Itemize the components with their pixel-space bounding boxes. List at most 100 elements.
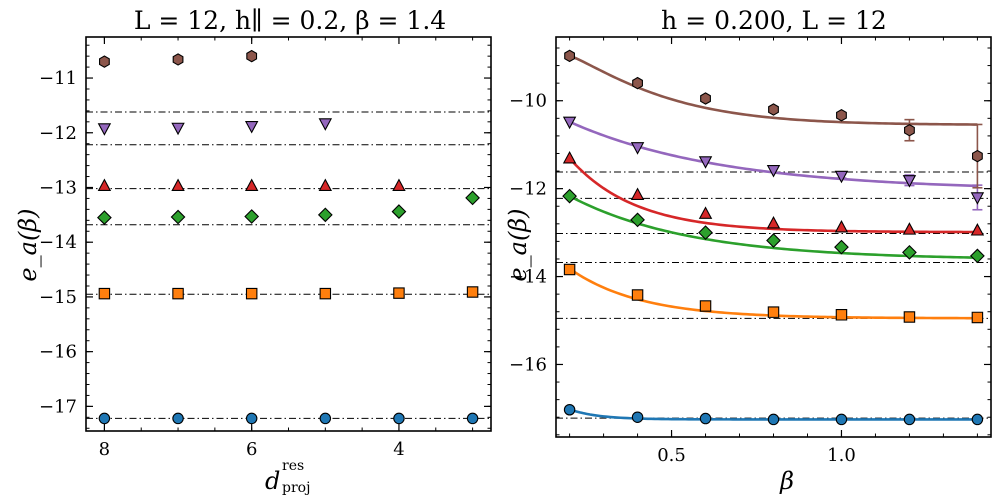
left-data-point-level-0 bbox=[466, 412, 479, 425]
left-data-point-level-5 bbox=[246, 49, 258, 63]
left-x-tick-label: 8 bbox=[99, 439, 110, 460]
left-data-point-level-4 bbox=[318, 118, 333, 131]
left-data-point-level-0 bbox=[319, 412, 332, 425]
left-data-point-level-5 bbox=[172, 53, 184, 66]
right-data-point-level-1 bbox=[631, 289, 644, 301]
left-data-point-level-1 bbox=[98, 287, 111, 300]
left-data-point-level-1 bbox=[393, 287, 405, 299]
right-data-point-level-2 bbox=[766, 233, 781, 248]
right-data-point-level-0 bbox=[563, 403, 576, 416]
right-data-point-level-2 bbox=[630, 212, 645, 228]
left-data-point-level-2 bbox=[317, 207, 333, 223]
left-data-point-level-2 bbox=[391, 204, 407, 219]
left-data-point-level-3 bbox=[97, 178, 112, 191]
left-y-tick-label: −16 bbox=[39, 342, 77, 363]
right-y-tick-label: −14 bbox=[509, 267, 547, 288]
right-data-point-level-2 bbox=[698, 225, 713, 240]
right-data-point-level-3 bbox=[902, 222, 917, 235]
right-data-point-level-3 bbox=[970, 223, 985, 236]
left-data-point-level-5 bbox=[99, 55, 110, 68]
right-data-point-level-3 bbox=[698, 206, 713, 219]
left-data-point-level-0 bbox=[393, 412, 405, 425]
left-y-tick-label: −12 bbox=[39, 123, 77, 144]
left-data-point-level-4 bbox=[244, 121, 259, 134]
left-data-point-level-0 bbox=[98, 412, 111, 425]
right-data-point-level-3 bbox=[766, 216, 781, 229]
right-data-point-level-0 bbox=[631, 411, 644, 423]
left-y-axis-label: e_a(β) bbox=[14, 208, 42, 281]
right-data-point-level-4 bbox=[834, 170, 849, 184]
right-data-point-level-0 bbox=[767, 413, 780, 426]
left-y-tick-label: −11 bbox=[39, 68, 77, 89]
left-data-point-level-3 bbox=[318, 178, 333, 191]
left-x-axis-label: d res proj bbox=[265, 458, 310, 496]
right-data-point-level-1 bbox=[563, 263, 576, 276]
left-data-point-level-3 bbox=[244, 178, 259, 191]
left-y-tick-label: −17 bbox=[39, 396, 77, 417]
left-data-point-level-0 bbox=[245, 412, 258, 425]
right-y-tick-label: −16 bbox=[509, 354, 547, 375]
left-x-tick-label: 6 bbox=[246, 439, 257, 460]
right-data-point-level-1 bbox=[767, 306, 780, 318]
left-data-point-level-2 bbox=[244, 209, 260, 224]
right-data-point-level-2 bbox=[834, 239, 849, 255]
right-data-point-level-5 bbox=[972, 149, 983, 163]
right-data-point-level-4 bbox=[902, 175, 917, 188]
left-data-point-level-2 bbox=[170, 209, 186, 225]
right-data-point-level-5 bbox=[700, 92, 711, 105]
right-data-point-level-5 bbox=[564, 49, 575, 63]
left-data-point-level-1 bbox=[172, 287, 184, 300]
left-x-axis-label-main: d bbox=[265, 467, 280, 495]
right-data-point-level-3 bbox=[562, 150, 577, 164]
left-x-axis-label-sub: proj bbox=[282, 480, 310, 496]
right-data-point-level-4 bbox=[630, 142, 645, 155]
left-y-tick-label: −13 bbox=[39, 177, 77, 198]
right-data-point-level-0 bbox=[903, 413, 916, 426]
right-data-point-level-0 bbox=[699, 412, 712, 425]
left-axes-frame bbox=[85, 36, 492, 432]
left-panel: L = 12, h∥ = 0.2, β = 1.4 e_a(β) d res p… bbox=[14, 6, 446, 496]
left-x-tick-label: 4 bbox=[393, 439, 404, 460]
right-data-point-level-1 bbox=[903, 311, 916, 323]
left-data-point-level-0 bbox=[172, 412, 184, 425]
right-data-point-level-0 bbox=[971, 413, 984, 426]
left-chart-title: L = 12, h∥ = 0.2, β = 1.4 bbox=[134, 6, 446, 35]
right-y-tick-label: −10 bbox=[509, 91, 547, 112]
right-y-axis-label: e_a(β) bbox=[504, 208, 532, 281]
right-data-point-level-0 bbox=[835, 413, 848, 426]
left-data-point-level-3 bbox=[392, 178, 406, 191]
right-data-point-level-1 bbox=[835, 309, 848, 321]
left-data-point-level-3 bbox=[171, 178, 185, 191]
left-data-point-level-4 bbox=[97, 123, 112, 136]
right-y-tick-label: −12 bbox=[509, 179, 547, 200]
left-data-point-level-1 bbox=[466, 286, 479, 298]
right-x-tick-label: 0.5 bbox=[657, 445, 686, 466]
right-x-tick-label: 1.0 bbox=[827, 445, 856, 466]
right-data-point-level-5 bbox=[904, 123, 915, 137]
left-y-tick-label: −15 bbox=[39, 287, 77, 308]
right-data-point-level-2 bbox=[562, 188, 577, 204]
left-data-point-level-1 bbox=[319, 287, 332, 300]
right-data-point-level-5 bbox=[632, 76, 643, 90]
right-data-point-level-3 bbox=[630, 187, 645, 200]
right-data-point-level-4 bbox=[698, 156, 713, 169]
right-data-point-level-4 bbox=[766, 165, 781, 178]
right-data-point-level-3 bbox=[834, 219, 849, 233]
right-chart-title: h = 0.200, L = 12 bbox=[661, 6, 887, 35]
right-plot-area: 0.5 1.0 −10 −12 −14 −16 bbox=[509, 36, 992, 466]
right-data-point-level-5 bbox=[836, 109, 847, 122]
left-y-tick-label: −14 bbox=[39, 232, 77, 253]
right-panel: h = 0.200, L = 12 e_a(β) β bbox=[504, 6, 887, 495]
right-data-point-level-1 bbox=[971, 311, 984, 324]
left-data-point-level-2 bbox=[465, 190, 480, 206]
right-data-point-level-2 bbox=[970, 248, 985, 264]
left-plot-area: 8 6 4 −11 −12 −13 −14 −15 −16 −17 bbox=[39, 36, 492, 460]
right-x-axis-label: β bbox=[779, 467, 794, 495]
right-data-point-level-4 bbox=[970, 192, 985, 205]
left-data-point-level-1 bbox=[245, 287, 258, 300]
left-x-axis-label-sup: res bbox=[282, 458, 304, 474]
right-data-point-level-4 bbox=[562, 116, 577, 130]
left-data-point-level-2 bbox=[97, 210, 112, 225]
right-data-point-level-1 bbox=[699, 300, 712, 312]
